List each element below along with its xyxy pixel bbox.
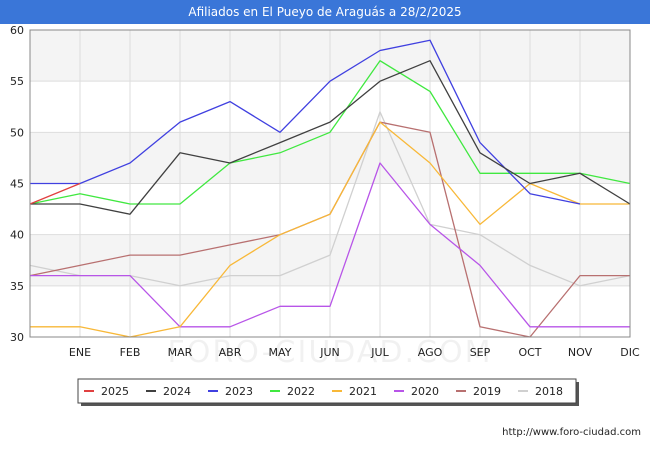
x-tick-label: ABR [219,346,242,359]
series-line-2024 [30,60,631,215]
x-tick-label: OCT [518,346,541,359]
x-axis-ticks: ENE FEB MAR ABR MAY JUN JUL AGO SEP OCT NOV DIC [69,346,640,359]
x-tick-label: DIC [620,346,640,359]
x-tick-label: ENE [69,346,91,359]
x-tick-label: JUN [319,346,340,359]
legend-box [77,378,577,404]
x-tick-label: MAR [168,346,193,359]
y-tick-label: 30 [10,331,24,344]
y-axis-ticks: 30 35 40 45 50 55 60 [10,24,24,344]
watermark-text: FORO-CIUDAD.COM [168,335,493,370]
series-line-2025 [29,182,81,205]
y-tick-label: 60 [10,24,24,37]
x-tick-label: NOV [568,346,593,359]
x-tick-label: AGO [418,346,443,359]
y-tick-label: 35 [10,280,24,293]
plot-frame [29,29,631,338]
legend-label-2023: 2023 [225,385,253,398]
legend-label-2019: 2019 [473,385,501,398]
chart-title: Afiliados en El Pueyo de Araguás a 28/2/… [0,0,650,24]
legend-label-2018: 2018 [535,385,563,398]
y-tick-label: 40 [10,229,24,242]
x-tick-label: SEP [470,346,491,359]
legend-label-2022: 2022 [287,385,315,398]
x-tick-label: MAY [269,346,292,359]
legend-label-2024: 2024 [163,385,191,398]
y-tick-label: 45 [10,178,24,191]
y-tick-label: 50 [10,126,24,139]
legend-label-2020: 2020 [411,385,439,398]
legend: 2025 2024 2023 2022 2021 2020 2019 2018 [77,378,579,406]
footer-url: http://www.foro-ciudad.com [502,427,641,438]
y-tick-label: 55 [10,75,24,88]
legend-label-2025: 2025 [101,385,129,398]
series-line-2023 [30,39,581,205]
series-line-2020 [30,162,630,328]
x-tick-label: JUL [370,346,389,359]
x-tick-label: FEB [120,346,141,359]
legend-label-2021: 2021 [349,385,377,398]
series-line-2022 [29,60,631,205]
